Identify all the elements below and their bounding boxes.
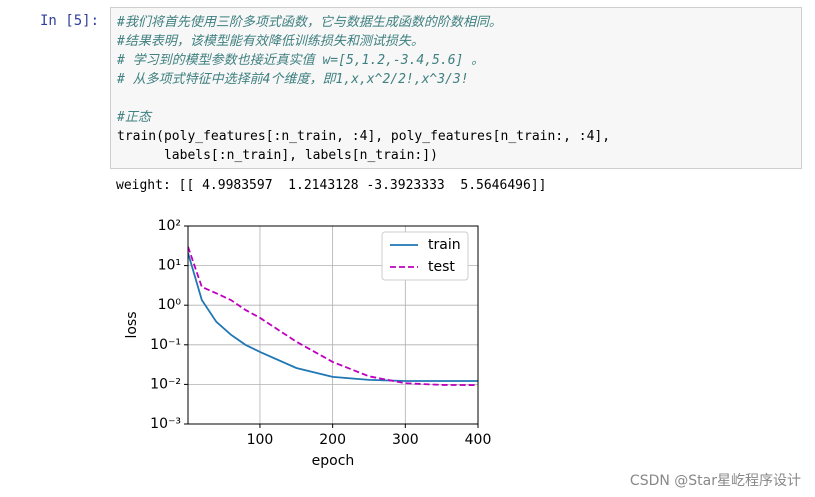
code-cell[interactable]: #我们将首先使用三阶多项式函数，它与数据生成函数的阶数相同。 #结果表明，该模型能… [110,7,802,169]
plot-lines [188,246,478,387]
y-tick-label: 10¹ [158,258,181,274]
plot-frame [187,225,479,425]
x-tick-label: 100 [247,432,274,448]
series-line [188,252,478,382]
code-line: train(poly_features[:n_train, :4], poly_… [117,129,611,144]
code-comment: # 从多项式特征中选择前4个维度，即1,x,x^2/2!,x^3/3! [117,72,469,87]
x-tick-label: 200 [319,432,346,448]
y-tick-label: 10⁻³ [150,416,181,432]
legend-label: train [428,237,461,253]
cell-prompt: In [5]: [40,13,100,29]
code-line: labels[:n_train], labels[n_train:]) [117,148,438,163]
y-tick-label: 10⁻² [150,376,181,392]
x-axis-label: epoch [312,453,355,469]
code-comment: # 学习到的模型参数也接近真实值 w=[5,1.2,-3.4,5.6] 。 [117,53,485,68]
y-tick-label: 10⁻¹ [150,337,181,353]
code-comment: #结果表明，该模型能有效降低训练损失和测试损失。 [117,34,424,49]
series-line [188,246,478,387]
x-tick-label: 300 [392,432,419,448]
y-axis-label: loss [124,311,140,338]
code-comment: #我们将首先使用三阶多项式函数，它与数据生成函数的阶数相同。 [117,15,502,30]
legend-box [381,231,469,281]
legend-label: test [428,259,455,275]
chart: 100 200 300 400 10⁻³ 10⁻² 10⁻¹ 10⁰ 10¹ 10² epoch lo… [124,218,492,469]
code-line: #正态 [117,110,151,125]
y-tick-label: 10² [158,218,181,234]
y-tick-label: 10⁰ [158,297,182,313]
watermark: CSDN @Star星屹程序设计 [629,473,801,489]
output-text: weight: [[ 4.9983597 1.2143128 -3.392333… [116,178,547,193]
x-tick-label: 400 [465,432,492,448]
